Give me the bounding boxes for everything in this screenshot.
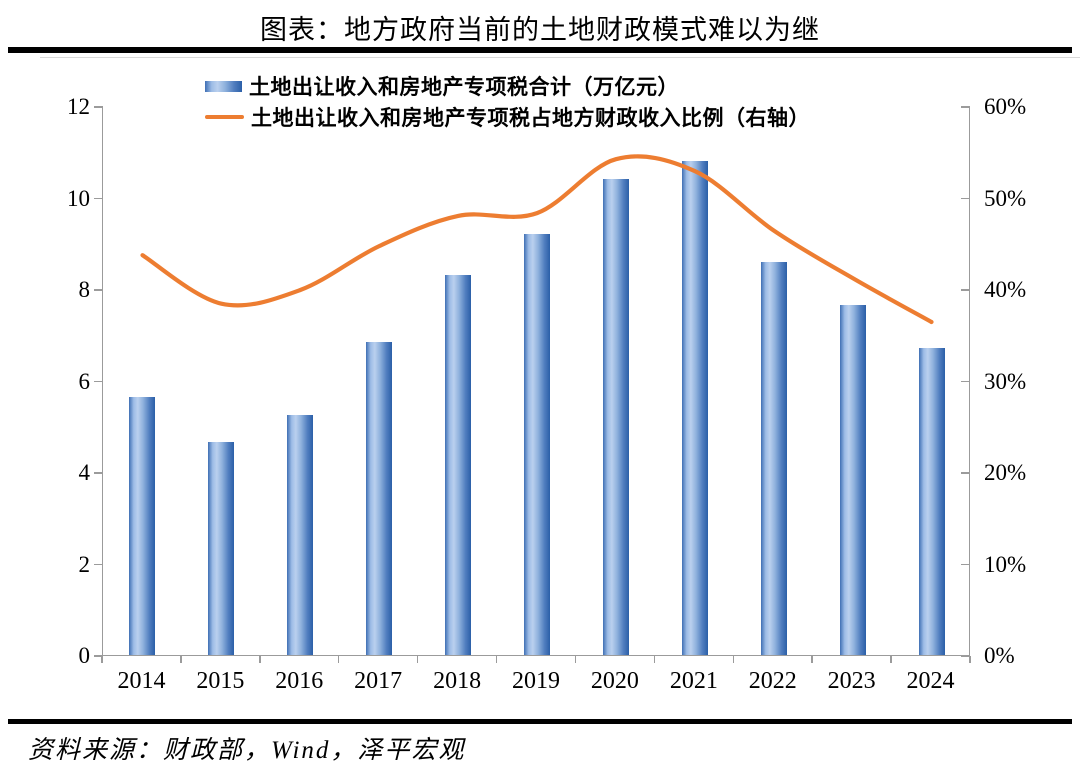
right-axis-label: 40% <box>984 277 1027 302</box>
right-axis-tick <box>961 655 970 657</box>
left-axis-tick <box>94 563 103 566</box>
page-title: 图表：地方政府当前的土地财政模式难以为继 <box>260 15 820 45</box>
x-axis-tick <box>101 656 103 663</box>
x-axis-tick <box>337 656 340 663</box>
x-axis-label-2019: 2019 <box>512 668 560 694</box>
left-axis-tick <box>94 197 103 200</box>
plot-area <box>102 107 970 656</box>
x-axis-tick <box>495 656 498 663</box>
left-axis-label: 2 <box>78 551 91 577</box>
right-axis-tick <box>961 472 970 474</box>
x-axis-label-2022: 2022 <box>748 668 797 694</box>
left-axis-tick <box>94 655 103 657</box>
left-axis-tick <box>94 106 103 108</box>
left-axis-label: 0 <box>78 643 91 668</box>
right-axis-tick <box>961 563 970 566</box>
bar-2018 <box>445 275 472 655</box>
x-axis-tick <box>180 656 182 663</box>
x-axis-label-2017: 2017 <box>354 668 403 694</box>
right-axis-label: 50% <box>984 185 1027 211</box>
bar-2014 <box>129 396 156 655</box>
x-axis-tick <box>969 656 971 663</box>
x-axis-tick <box>574 656 577 663</box>
left-axis-label: 8 <box>78 277 91 302</box>
bar-2020 <box>602 179 629 655</box>
x-axis-label-2024: 2024 <box>906 668 955 694</box>
x-axis-label-2015: 2015 <box>196 668 245 694</box>
legend-label-bars: 土地出让收入和房地产专项税合计（万亿元） <box>249 75 679 99</box>
right-axis-tick <box>961 289 970 291</box>
x-axis-label-2014: 2014 <box>117 668 166 694</box>
bar-2022 <box>760 261 787 655</box>
bar-2016 <box>287 414 314 655</box>
x-axis-label-2021: 2021 <box>669 668 718 694</box>
x-axis-tick <box>811 656 813 663</box>
legend-item-line: 土地出让收入和房地产专项税占地方财政收入比例（右轴） <box>205 103 810 131</box>
left-axis-label: 4 <box>78 460 91 485</box>
x-axis-tick <box>732 656 735 663</box>
left-axis-label: 10 <box>67 185 90 211</box>
x-axis-tick <box>653 656 656 663</box>
ratio-line <box>140 154 934 325</box>
line-series-swatch-icon <box>205 114 244 120</box>
x-axis-label-2023: 2023 <box>827 668 876 694</box>
bar-2015 <box>208 442 235 655</box>
bar-2019 <box>524 234 550 655</box>
bar-2024 <box>918 348 945 655</box>
right-axis-label: 20% <box>984 460 1027 485</box>
legend-item-bars: 土地出让收入和房地产专项税合计（万亿元） <box>205 72 810 100</box>
bar-2023 <box>839 305 866 655</box>
top-divider-rule <box>8 47 1072 53</box>
bar-2017 <box>366 341 393 655</box>
x-axis-label-2016: 2016 <box>275 668 324 694</box>
x-axis-label-2018: 2018 <box>433 668 482 694</box>
right-axis-label: 30% <box>984 368 1027 394</box>
x-axis-label-2020: 2020 <box>590 668 639 694</box>
source-note: 资料来源：财政部，Wind，泽平宏观 <box>28 737 466 764</box>
right-axis-label: 10% <box>984 551 1027 577</box>
right-axis-label: 60% <box>984 94 1027 119</box>
right-axis-tick <box>961 380 970 383</box>
x-axis-tick <box>416 656 419 663</box>
right-axis-label: 0% <box>984 643 1015 668</box>
left-axis-tick <box>94 380 103 383</box>
bar-series-swatch-icon <box>205 80 242 92</box>
bottom-divider-rule <box>8 719 1072 724</box>
left-axis-label: 6 <box>78 368 91 394</box>
legend-label-line: 土地出让收入和房地产专项税占地方财政收入比例（右轴） <box>251 106 810 130</box>
x-axis-tick <box>259 656 261 663</box>
right-axis-tick <box>961 106 970 108</box>
left-axis-label: 12 <box>67 94 90 119</box>
line-series <box>140 154 934 325</box>
left-axis-tick <box>94 289 103 291</box>
bar-2021 <box>681 160 708 655</box>
chart-legend: 土地出让收入和房地产专项税合计（万亿元） 土地出让收入和房地产专项税占地方财政收… <box>205 72 810 131</box>
left-axis-tick <box>94 472 103 474</box>
x-axis-tick <box>890 656 892 663</box>
top-divider-shadow <box>40 57 1080 58</box>
right-axis-tick <box>961 197 970 200</box>
